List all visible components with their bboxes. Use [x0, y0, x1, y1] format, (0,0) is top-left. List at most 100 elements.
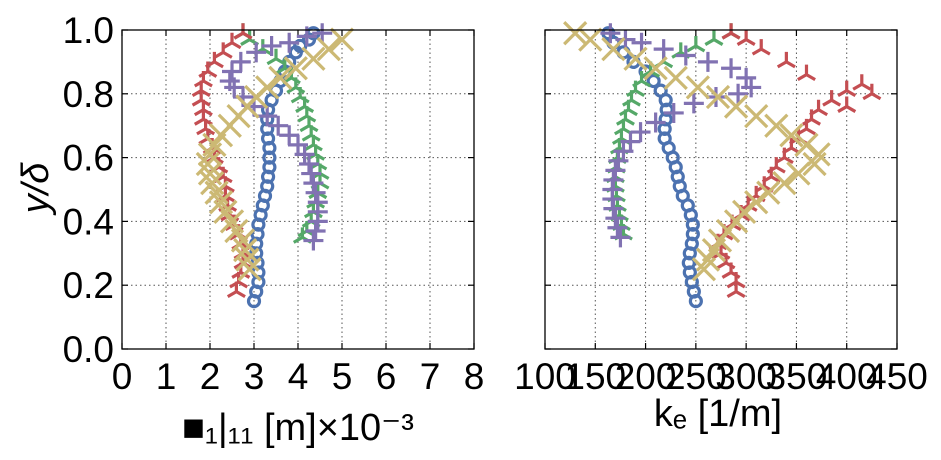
data-point	[731, 199, 757, 224]
data-point	[764, 113, 789, 138]
data-point	[809, 99, 829, 117]
x-tick-label: 200	[615, 356, 677, 397]
data-point	[721, 58, 742, 79]
data-point	[653, 39, 674, 60]
x-tick-label: 100	[514, 356, 576, 397]
data-point	[728, 83, 749, 104]
data-point	[837, 96, 857, 113]
data-point	[741, 77, 762, 98]
data-point	[697, 51, 718, 72]
data-point	[268, 65, 293, 90]
data-point	[608, 150, 629, 171]
grid	[121, 29, 475, 350]
data-point	[822, 90, 842, 107]
data-point	[686, 35, 706, 53]
data-point	[246, 42, 267, 63]
x-tick-label: 6	[376, 356, 397, 397]
plot-frame	[544, 29, 898, 350]
data-point	[283, 56, 308, 81]
data-point	[316, 37, 341, 62]
x-tick-label: 350	[766, 356, 828, 397]
data-point	[630, 122, 651, 143]
data-point	[235, 247, 260, 272]
data-point	[772, 170, 797, 196]
series-blue-circle	[601, 26, 703, 309]
x-tick-label: 450	[866, 356, 928, 397]
data-point	[806, 142, 831, 167]
data-point	[663, 65, 688, 90]
x-tick-label: 7	[420, 356, 441, 397]
y-tick-label: 0.6	[63, 138, 114, 179]
data-point	[219, 71, 240, 92]
y-tick-label: 1.0	[63, 10, 114, 51]
data-point	[623, 46, 648, 71]
x-tick-label: 4	[288, 356, 309, 397]
data-point	[705, 84, 731, 110]
data-point	[303, 230, 324, 251]
data-point	[200, 170, 225, 196]
data-point	[615, 29, 636, 50]
x-axis-label-left: ■₁|₁₁ [m]×10⁻³	[182, 407, 414, 449]
data-point	[233, 237, 258, 263]
data-point	[222, 32, 242, 50]
data-point	[261, 35, 282, 56]
data-point	[744, 190, 769, 215]
data-point	[266, 48, 286, 66]
x-axis-label-right: kₑ [1/m]	[654, 393, 782, 435]
series-gold-x	[195, 27, 355, 282]
data-point	[751, 39, 771, 56]
series-gold-x	[563, 21, 831, 282]
data-point	[607, 217, 628, 238]
data-point	[307, 192, 328, 213]
data-point	[786, 161, 811, 186]
data-point	[704, 29, 724, 46]
data-point	[268, 115, 289, 136]
data-point	[736, 29, 756, 46]
data-point	[233, 23, 253, 40]
data-point	[663, 102, 684, 123]
data-point	[600, 23, 621, 44]
data-point	[779, 123, 804, 148]
x-tick-label: 1	[156, 356, 177, 397]
data-point	[620, 131, 641, 152]
data-point	[237, 257, 262, 282]
plot-frame	[121, 29, 475, 350]
data-point	[603, 169, 624, 190]
x-tick-label: 250	[665, 356, 727, 397]
x-tick-label: 8	[464, 356, 485, 397]
data-point	[605, 160, 626, 181]
data-point	[685, 75, 711, 100]
y-axis-label: y/δ	[15, 162, 57, 217]
data-point	[601, 37, 626, 62]
x-tick-label: 3	[244, 356, 265, 397]
data-point	[645, 112, 666, 133]
data-point	[279, 32, 300, 53]
data-point	[578, 27, 603, 52]
data-point	[197, 161, 223, 186]
data-point	[301, 46, 326, 71]
data-point	[797, 64, 816, 82]
data-point	[683, 93, 704, 114]
data-point	[605, 208, 626, 229]
y-tick-label: 0.0	[63, 329, 114, 370]
data-point	[744, 103, 769, 129]
data-point	[230, 51, 251, 72]
data-point	[312, 23, 333, 44]
data-point	[675, 45, 696, 66]
x-tick-label: 150	[564, 356, 626, 397]
data-point	[305, 220, 326, 241]
x-tick-label: 400	[816, 356, 878, 397]
series-purple-plus	[219, 23, 333, 251]
data-point	[303, 173, 324, 194]
data-point	[329, 27, 355, 52]
data-point	[776, 51, 796, 69]
x-tick-label: 0	[112, 356, 133, 397]
data-point	[610, 227, 631, 248]
data-point	[255, 75, 280, 100]
data-point	[288, 134, 308, 155]
x-tick-label: 300	[715, 356, 777, 397]
y-tick-label: 0.2	[63, 265, 114, 306]
grid	[544, 29, 898, 350]
data-point	[301, 163, 322, 184]
